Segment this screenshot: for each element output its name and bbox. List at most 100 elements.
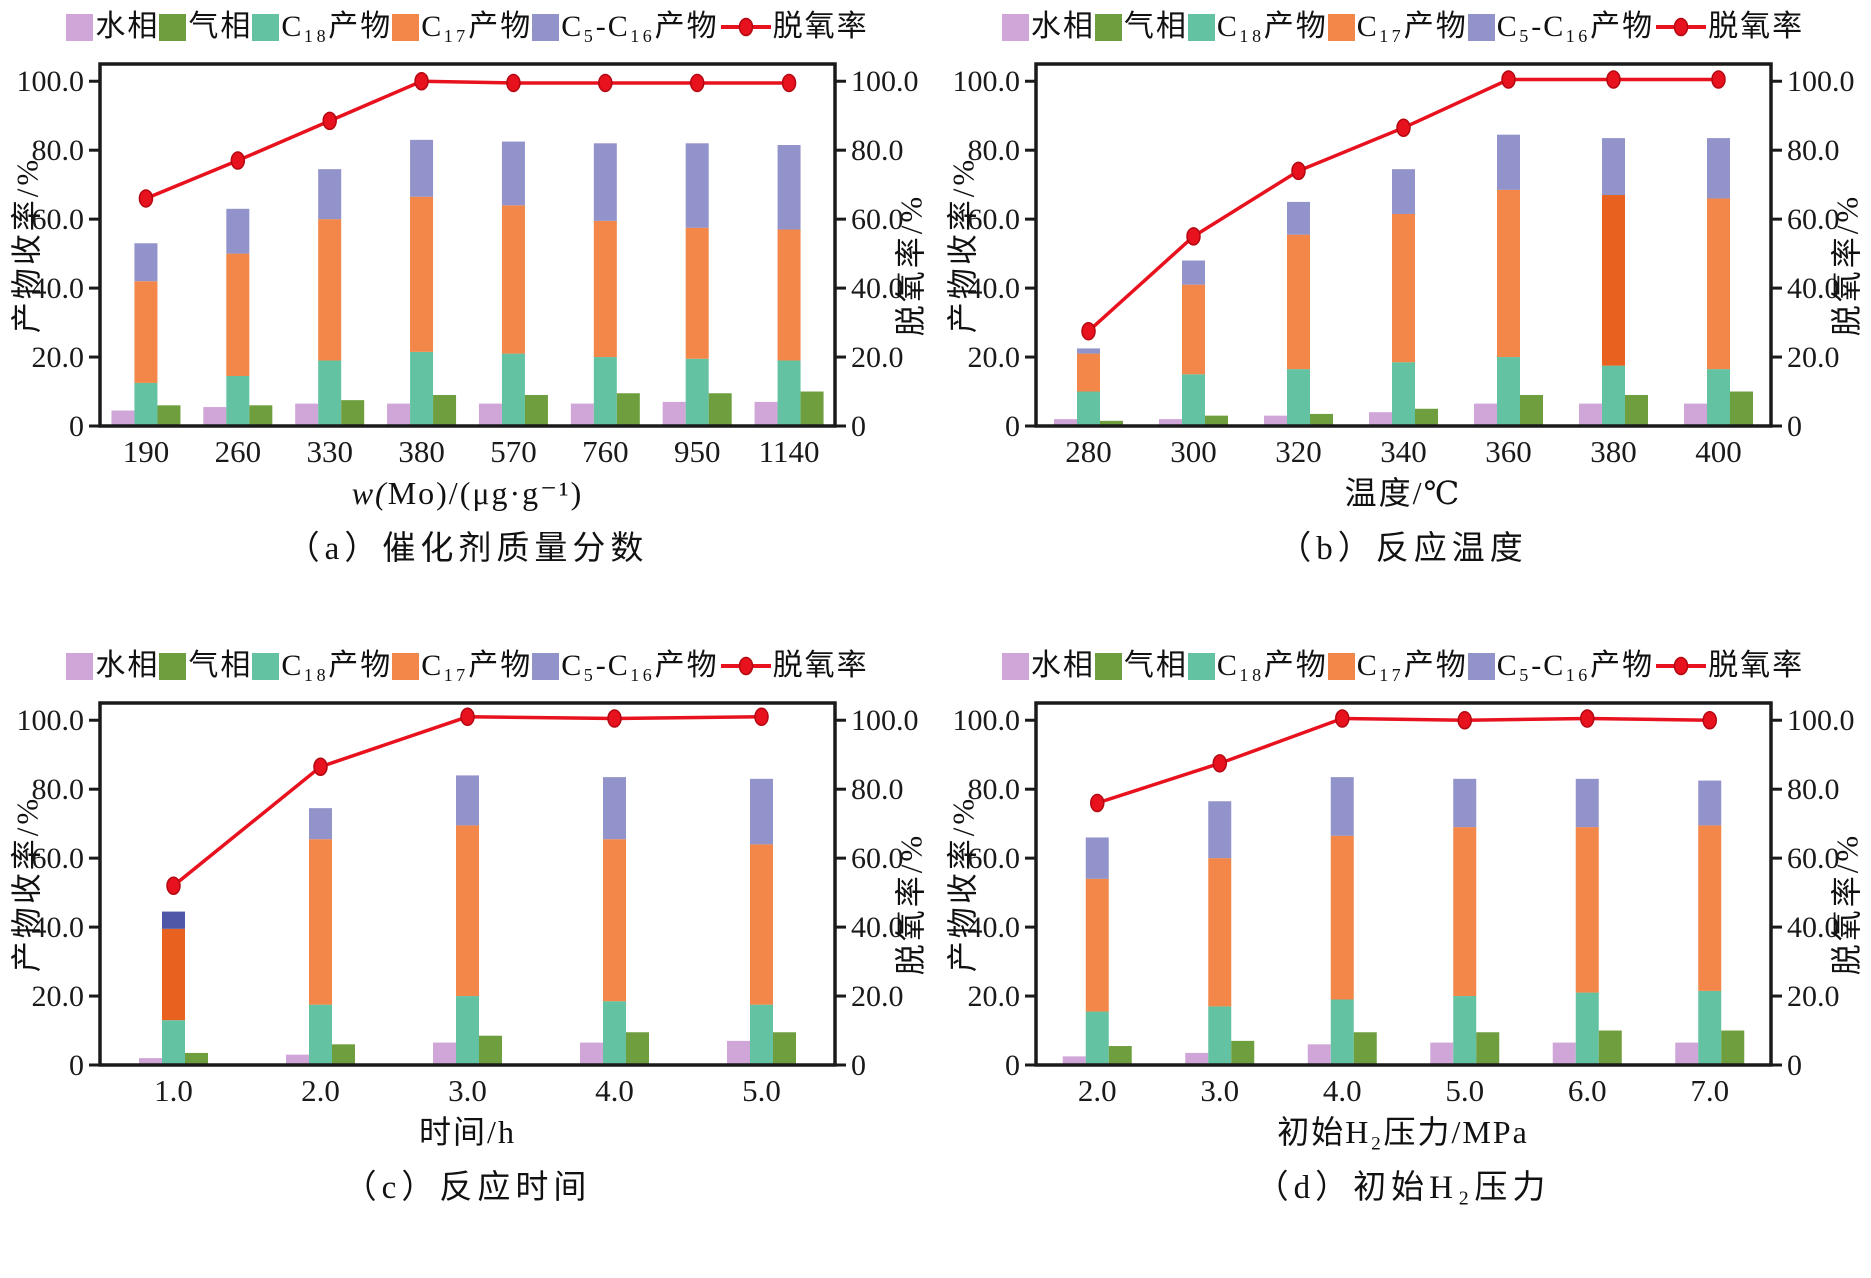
bar-water-d-5: [1674, 1042, 1698, 1065]
plot-wrap-a: 0 0 20.0 20.0 40.0 40.0 60.0 60.0 80.0 80.0 100.0 1…: [0, 50, 935, 474]
water-swatch-icon: [66, 652, 94, 680]
bar-c17-d-4: [1575, 827, 1599, 993]
bar-c18-a-5: [593, 357, 617, 426]
plot-wrap-d: 0 0 20.0 20.0 40.0 40.0 60.0 60.0 80.0 80.0 100.0 1…: [936, 689, 1871, 1113]
line-marker-a-1: [230, 151, 246, 170]
svg-text:100.0: 100.0: [17, 65, 85, 98]
bar-c5c16-a-0: [134, 243, 158, 282]
bar-c18-a-6: [685, 358, 709, 426]
legend-item-c18: C₁₈产物: [1187, 651, 1328, 681]
plot-d: 0 0 20.0 20.0 40.0 40.0 60.0 60.0 80.0 80.0 100.0 1…: [952, 701, 1855, 1108]
bar-c17-c-0: [162, 928, 185, 1021]
bar-c5c16-a-7: [777, 145, 801, 230]
line-marker-d-2: [1334, 709, 1349, 728]
left-axis-title-c: 产物收率/%: [9, 795, 45, 973]
legend-a: 水相 气相 C₁₈产物 C₁₇产物 C₅-C₁₆产物 脱氧率: [66, 4, 868, 50]
svg-text:60.0: 60.0: [851, 842, 904, 875]
bar-gas-b-0: [1099, 420, 1123, 426]
panel-c: 水相 气相 C₁₈产物 C₁₇产物 C₅-C₁₆产物 脱氧率 0 0 20.0 20.0 40.0…: [0, 639, 935, 1278]
bar-c17-a-0: [134, 281, 158, 383]
bar-gas-d-1: [1230, 1040, 1254, 1065]
water-swatch-icon: [1001, 13, 1029, 41]
svg-text:80.0: 80.0: [1787, 134, 1840, 167]
line-marker-d-5: [1702, 710, 1717, 730]
legend-label-water: 水相: [1030, 10, 1095, 43]
bar-water-a-2: [295, 403, 319, 426]
plot-c: 0 0 20.0 20.0 40.0 40.0 60.0 60.0 80.0 80.0 100.0 1…: [17, 701, 919, 1108]
line-marker-b-5: [1605, 70, 1621, 89]
legend-label-c17: C₁₇产物: [421, 649, 533, 682]
svg-text:60.0: 60.0: [32, 203, 85, 236]
water-swatch-icon: [66, 13, 94, 41]
svg-text:0: 0: [1787, 410, 1802, 443]
bar-c5c16-d-0: [1085, 837, 1109, 879]
svg-text:100.0: 100.0: [952, 704, 1020, 737]
x-axis-title-d: 初始H₂压力/MPa: [1277, 1114, 1529, 1150]
bar-gas-b-5: [1624, 394, 1648, 426]
deoxygenation-line-d: [1096, 716, 1710, 805]
deoxygenation-line-marker-icon: [720, 17, 771, 37]
bar-c17-a-4: [501, 205, 525, 354]
bar-c5c16-a-3: [410, 139, 434, 197]
svg-text:760: 760: [582, 434, 629, 469]
c18-swatch-icon: [252, 652, 280, 680]
line-marker-b-6: [1710, 70, 1726, 89]
bar-gas-b-2: [1309, 413, 1333, 426]
legend-item-c5c16: C₅-C₁₆产物: [532, 12, 718, 42]
svg-text:100.0: 100.0: [17, 704, 85, 737]
bar-gas-d-2: [1353, 1032, 1377, 1065]
deoxygenation-line-a: [145, 79, 790, 201]
bar-water-a-1: [203, 407, 227, 426]
bar-gas-a-5: [616, 393, 640, 426]
line-marker-c-0: [166, 876, 181, 895]
line-marker-b-1: [1185, 227, 1201, 246]
bar-gas-c-1: [332, 1044, 355, 1065]
bar-c17-b-0: [1076, 353, 1100, 392]
bar-water-a-5: [570, 403, 594, 426]
line-marker-b-4: [1500, 70, 1516, 89]
legend-item-line: 脱氧率: [1654, 651, 1804, 681]
svg-text:40.0: 40.0: [1787, 911, 1840, 944]
bar-c5c16-b-6: [1706, 138, 1730, 199]
bar-c17-b-1: [1181, 284, 1205, 375]
svg-text:950: 950: [674, 434, 721, 469]
svg-text:340: 340: [1380, 434, 1427, 469]
svg-text:100.0: 100.0: [1787, 704, 1855, 737]
bar-c5c16-c-3: [603, 777, 626, 840]
legend-item-c17: C₁₇产物: [1327, 12, 1468, 42]
bar-c5c16-d-1: [1207, 801, 1231, 859]
legend-label-water: 水相: [95, 649, 160, 682]
bar-c17-a-2: [318, 219, 342, 361]
legend-label-water: 水相: [95, 10, 160, 43]
svg-text:280: 280: [1065, 434, 1112, 469]
bar-c5c16-a-5: [593, 143, 617, 221]
line-marker-c-4: [754, 707, 769, 727]
bar-c17-a-5: [593, 220, 617, 358]
svg-text:380: 380: [1590, 434, 1637, 469]
caption-a: （a）催化剂质量分数: [286, 531, 649, 568]
panel-a: 水相 气相 C₁₈产物 C₁₇产物 C₅-C₁₆产物 脱氧率 0 0 20.0 20.0 40.0…: [0, 0, 935, 639]
bar-c18-a-1: [226, 376, 250, 426]
bar-water-d-4: [1552, 1042, 1576, 1065]
legend-item-line: 脱氧率: [719, 651, 869, 681]
bar-gas-b-3: [1414, 408, 1438, 426]
svg-text:40.0: 40.0: [1787, 272, 1840, 305]
legend-item-gas: 气相: [159, 651, 252, 681]
legend-label-c5c16: C₅-C₁₆产物: [561, 10, 719, 43]
svg-text:60.0: 60.0: [1787, 842, 1840, 875]
bar-c5c16-a-2: [318, 169, 342, 220]
svg-text:0: 0: [69, 410, 84, 443]
bar-c17-d-3: [1452, 827, 1476, 997]
bar-gas-d-4: [1598, 1030, 1622, 1065]
legend-label-water: 水相: [1030, 649, 1095, 682]
legend-item-c5c16: C₅-C₁₆产物: [1467, 651, 1654, 681]
line-marker-a-6: [689, 73, 705, 93]
svg-text:570: 570: [490, 434, 537, 469]
bar-c5c16-b-2: [1286, 201, 1310, 235]
svg-text:260: 260: [215, 434, 262, 469]
bar-c18-a-0: [134, 382, 158, 426]
svg-text:0: 0: [1005, 1049, 1020, 1082]
svg-text:3.0: 3.0: [448, 1073, 487, 1108]
legend-label-line: 脱氧率: [1708, 10, 1805, 43]
bar-gas-a-7: [800, 391, 824, 426]
